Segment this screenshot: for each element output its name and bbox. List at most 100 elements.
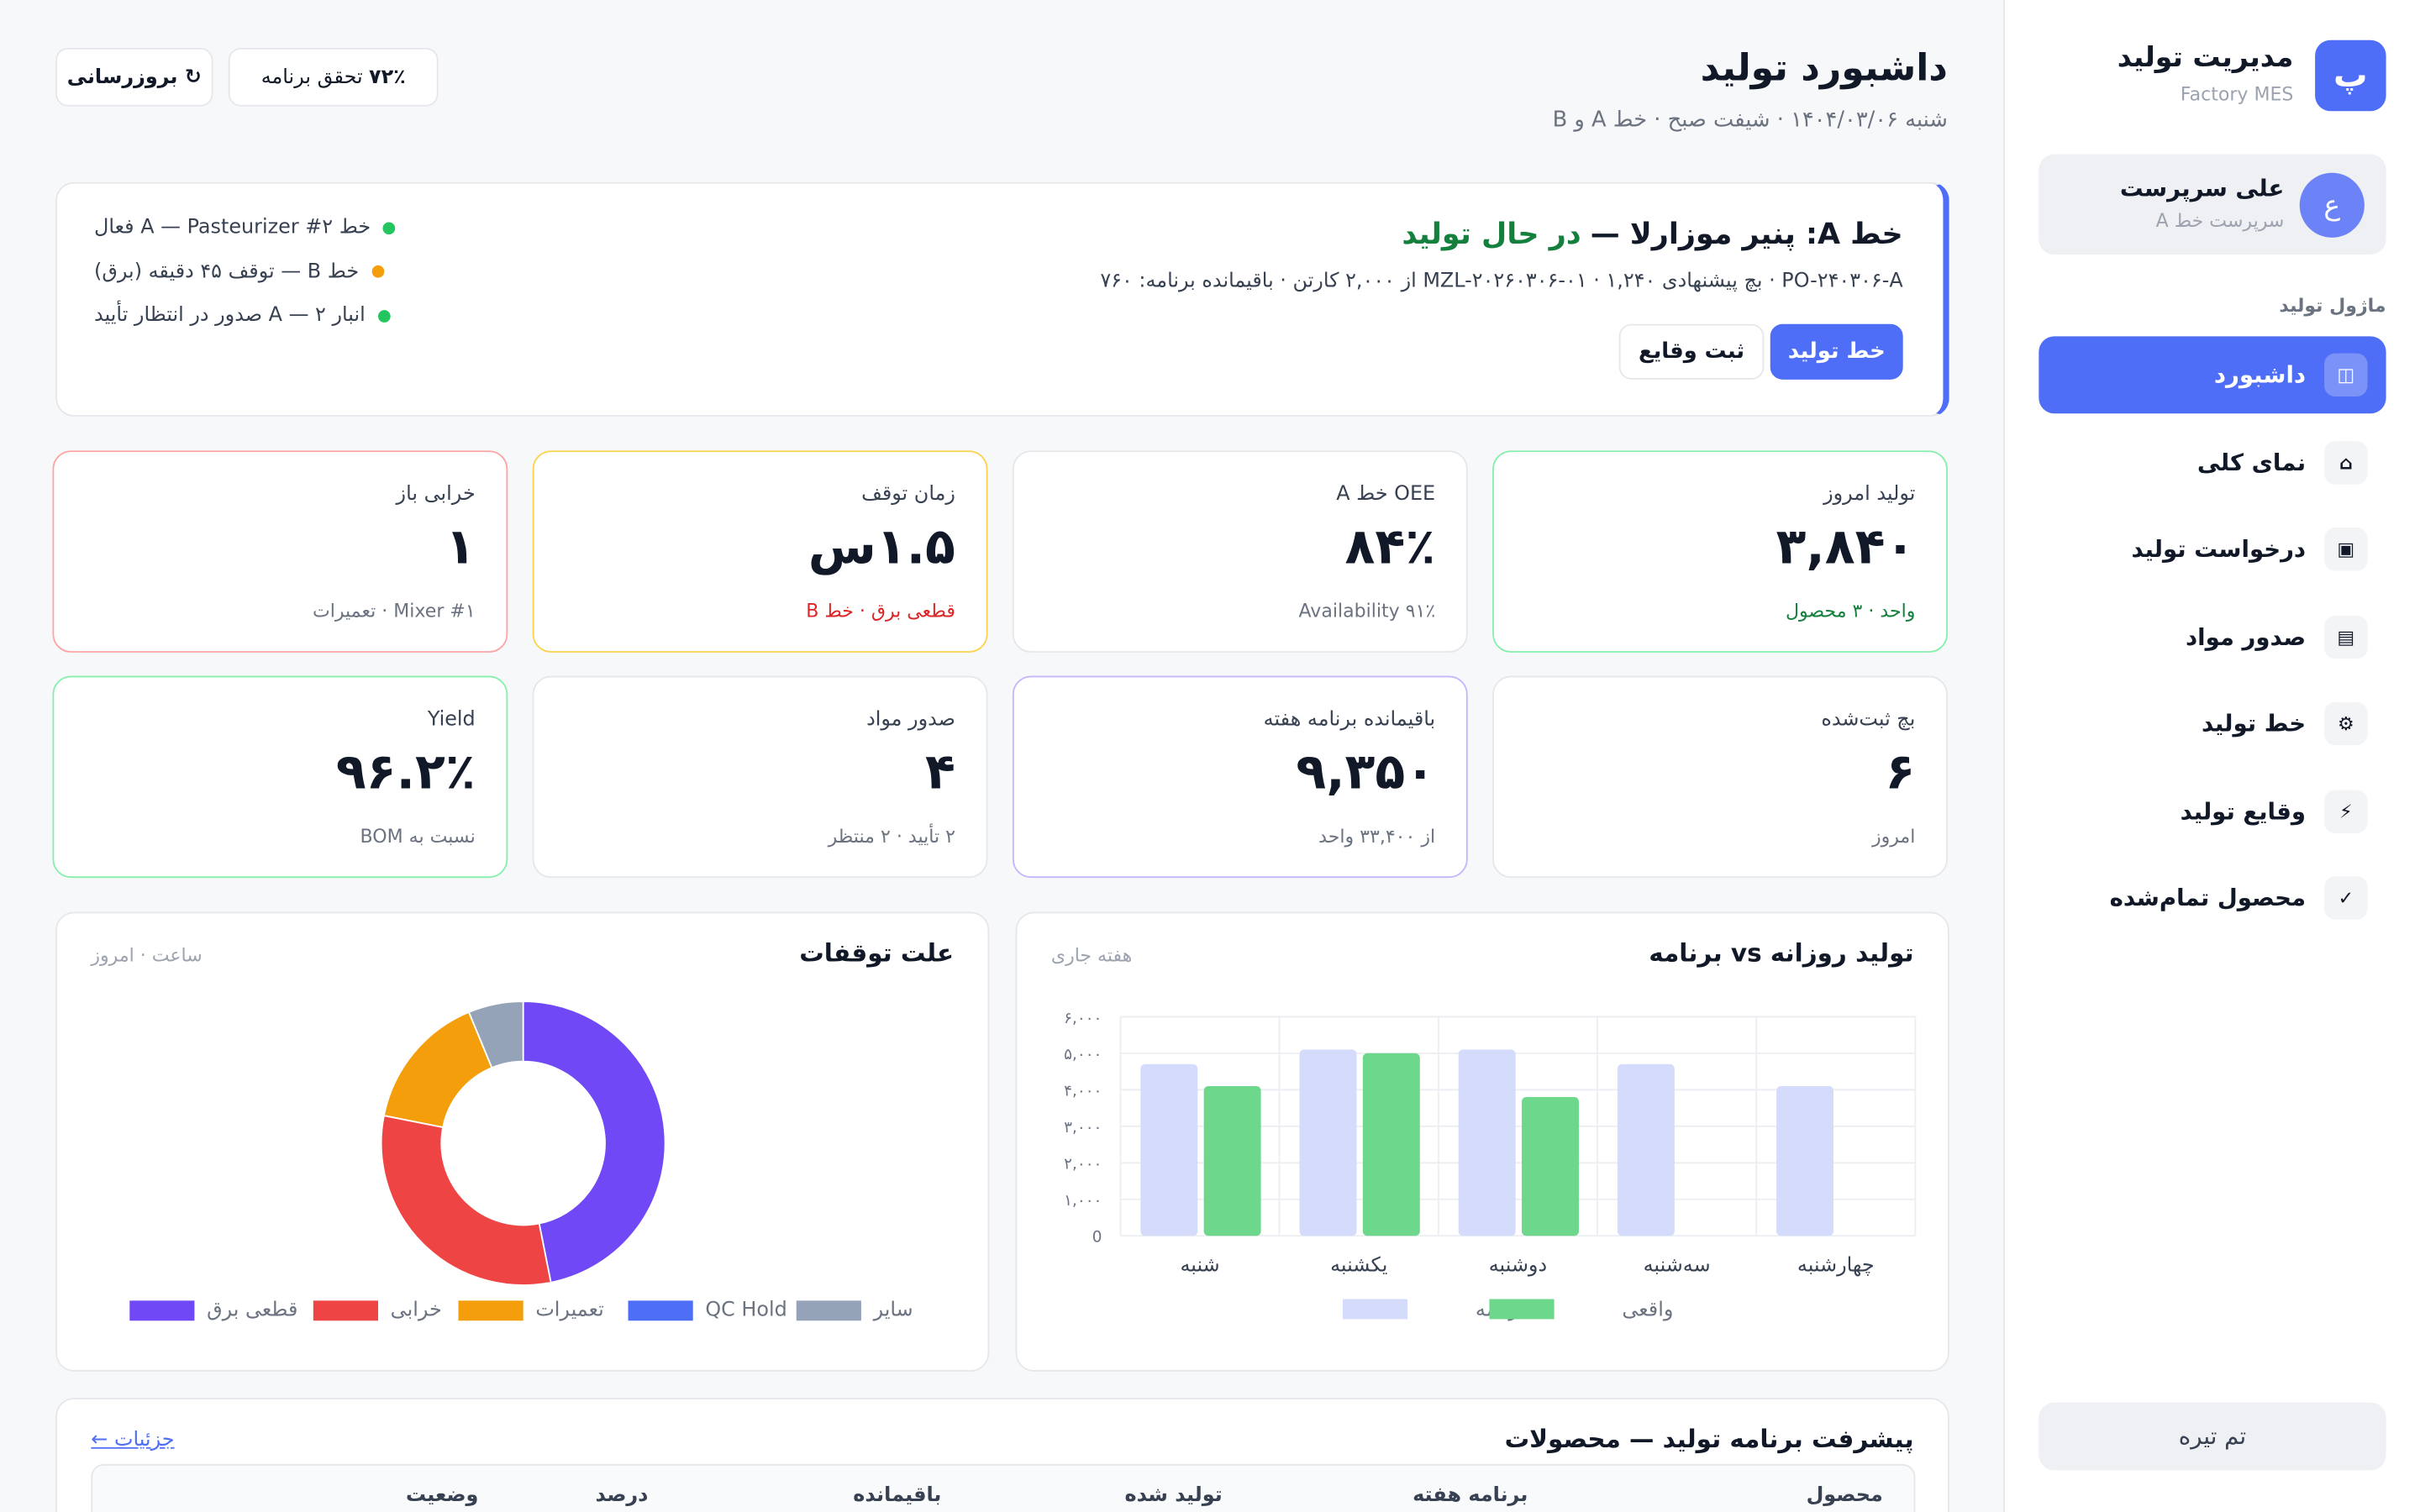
kpi-value: ۹۶.۲٪ xyxy=(335,742,476,801)
x-tick-label: یکشنبه xyxy=(1330,1252,1387,1276)
target-badge: ۷۲٪ تحقق برنامه xyxy=(228,47,439,107)
table-card: پیشرفت برنامه تولید — محصولات جزئیات ← م… xyxy=(55,1398,1949,1512)
legend-label: خرابی xyxy=(391,1298,442,1321)
alert-dot xyxy=(377,309,391,322)
nav-item[interactable]: ▤ صدور مواد xyxy=(2039,598,2386,675)
kpi-label: خرابی باز xyxy=(396,482,476,507)
alert-dot xyxy=(382,221,396,234)
kpi-card: Yield ۹۶.۲٪ نسبت به BOM xyxy=(52,675,508,879)
bar xyxy=(1522,1097,1579,1236)
nav-item[interactable]: ⚙ خط تولید xyxy=(2039,685,2386,763)
nav-icon: ⚡ xyxy=(2324,789,2368,832)
kpi-value: ۹,۳۵۰ xyxy=(1296,742,1436,801)
kpi-note: امروز xyxy=(1871,825,1916,848)
page-title: داشبورد تولید xyxy=(1700,46,1948,90)
nav-item[interactable]: ⌂ نمای کلی xyxy=(2039,423,2386,501)
chart-title: تولید روزانه vs برنامه xyxy=(1649,937,1914,968)
legend-label: تعمیرات xyxy=(535,1298,603,1321)
legend-swatch xyxy=(313,1300,378,1321)
nav-label: درخواست تولید xyxy=(2131,535,2307,564)
nav-icon: ⌂ xyxy=(2324,440,2368,484)
legend-swatch xyxy=(1342,1299,1408,1320)
nav-icon: ▤ xyxy=(2324,614,2368,659)
alert: خط A — Pasteurizer #۲ فعال xyxy=(94,216,396,239)
nav-item[interactable]: ⚡ وقایع تولید xyxy=(2039,772,2386,849)
bar-chart-card: تولید روزانه vs برنامه هفته جاری 0 ۱,۰۰۰ ۲… xyxy=(1015,911,1949,1372)
nav-label: وقایع تولید xyxy=(2180,796,2307,825)
user-card[interactable]: ع علی سرپرست سرپرست خط A xyxy=(2039,154,2386,255)
pie-chart-card: علت توقفات ساعت · امروز قطعی برق خرابی تعم… xyxy=(55,911,990,1372)
nav-icon: ◫ xyxy=(2324,353,2368,397)
legend-label: واقعی xyxy=(1622,1298,1673,1321)
alert-dot xyxy=(371,265,384,278)
kpi-note: واحد · ۳ محصول xyxy=(1785,600,1916,622)
legend-label: سایر xyxy=(873,1298,913,1321)
kpi-label: بچ ثبت‌شده xyxy=(1821,708,1916,732)
nav-label: خط تولید xyxy=(2201,709,2307,738)
kpi-card: زمان توقف ۱.۵س قطعی برق · خط B xyxy=(532,450,988,653)
details-link[interactable]: جزئیات ← xyxy=(91,1428,175,1452)
table-header: محصول برنامه هفته تولید شده باقیمانده درصد وض… xyxy=(91,1464,1916,1512)
kpi-value: ۶ xyxy=(1885,742,1916,801)
logo: پ xyxy=(2315,39,2386,112)
line-button[interactable]: خط تولید xyxy=(1770,323,1903,380)
sidebar: پ مدیریت تولید Factory MES ع علی سرپرست … xyxy=(2003,0,2420,1512)
kpi-value: ۳,۸۴۰ xyxy=(1776,517,1916,576)
table-title: پیشرفت برنامه تولید — محصولات xyxy=(1504,1424,1914,1454)
nav-item[interactable]: ▣ درخواست تولید xyxy=(2039,511,2386,588)
theme-button[interactable]: تم تیره xyxy=(2039,1402,2386,1471)
refresh-button[interactable]: ↻ بروزرسانی xyxy=(55,47,213,107)
badge-label: تحقق برنامه xyxy=(260,66,363,89)
kpi-value: ۸۴٪ xyxy=(1344,517,1436,576)
section-label: ماژول تولید xyxy=(2279,294,2386,317)
x-tick-label: شنبه xyxy=(1180,1252,1219,1276)
nav-label: محصول تمام‌شده xyxy=(2109,884,2307,912)
nav-label: نمای کلی xyxy=(2196,448,2307,476)
bar xyxy=(1617,1063,1675,1236)
pie-chart: قطعی برق خرابی تعمیرات QC Hold سایر xyxy=(129,1000,913,1321)
column-header: درصد xyxy=(595,1483,649,1508)
nav-icon: ⚙ xyxy=(2324,701,2368,746)
events-button[interactable]: ثبت وقایع xyxy=(1618,323,1765,380)
kpi-label: تولید امروز xyxy=(1823,482,1916,507)
kpi-label: صدور مواد xyxy=(866,708,955,732)
nav-icon: ▣ xyxy=(2324,528,2368,571)
pie-slice xyxy=(380,1114,552,1286)
alert: خط B — توقف ۴۵ دقیقه (برق) xyxy=(94,260,384,283)
pie-slice xyxy=(522,1000,666,1284)
nav-icon: ✓ xyxy=(2324,876,2368,920)
kpi-card: خرابی باز ۱ Mixer #۱ · تعمیرات xyxy=(52,450,508,653)
kpi-value: ۴ xyxy=(925,742,955,801)
column-header: تولید شده xyxy=(1124,1483,1223,1508)
banner-title: خط A: پنیر موزارلا — xyxy=(1590,217,1903,252)
kpi-note: قطعی برق · خط B xyxy=(806,600,955,622)
nav-item[interactable]: ◫ داشبورد xyxy=(2039,336,2386,414)
user-role: سرپرست خط A xyxy=(2155,209,2285,232)
legend-label: قطعی برق xyxy=(207,1298,297,1321)
y-tick-label: ۶,۰۰۰ xyxy=(1064,1010,1102,1027)
kpi-label: زمان توقف xyxy=(861,482,955,507)
app-title: مدیریت تولید xyxy=(2117,41,2294,75)
chart-subtitle: هفته جاری xyxy=(1050,944,1133,966)
bar xyxy=(1299,1049,1357,1236)
legend-swatch xyxy=(1489,1299,1555,1320)
legend-swatch xyxy=(628,1300,693,1321)
x-tick-label: دوشنبه xyxy=(1489,1252,1547,1276)
alert: انبار ۲ — A صدور در انتظار تأیید xyxy=(94,303,391,328)
pie-slice xyxy=(467,1000,524,1069)
bar xyxy=(1458,1049,1516,1236)
kpi-label: باقیمانده برنامه هفته xyxy=(1263,708,1436,732)
column-header: برنامه هفته xyxy=(1413,1483,1528,1508)
bar xyxy=(1140,1063,1198,1236)
nav-item[interactable]: ✓ محصول تمام‌شده xyxy=(2039,859,2386,937)
y-tick-label: ۲,۰۰۰ xyxy=(1064,1156,1102,1173)
x-tick-label: سه‌شنبه xyxy=(1644,1252,1711,1276)
kpi-note: ۲ تأیید · ۲ منتظر xyxy=(828,825,955,848)
kpi-note: از ۳۳,۴۰۰ واحد xyxy=(1318,825,1436,848)
user-name: علی سرپرست xyxy=(2119,174,2285,202)
alert-text: انبار ۲ — A صدور در انتظار تأیید xyxy=(94,303,366,328)
legend-swatch xyxy=(458,1300,523,1321)
app-subtitle: Factory MES xyxy=(2180,83,2294,105)
nav-label: صدور مواد xyxy=(2186,622,2307,651)
alert-text: خط A — Pasteurizer #۲ فعال xyxy=(94,216,371,239)
